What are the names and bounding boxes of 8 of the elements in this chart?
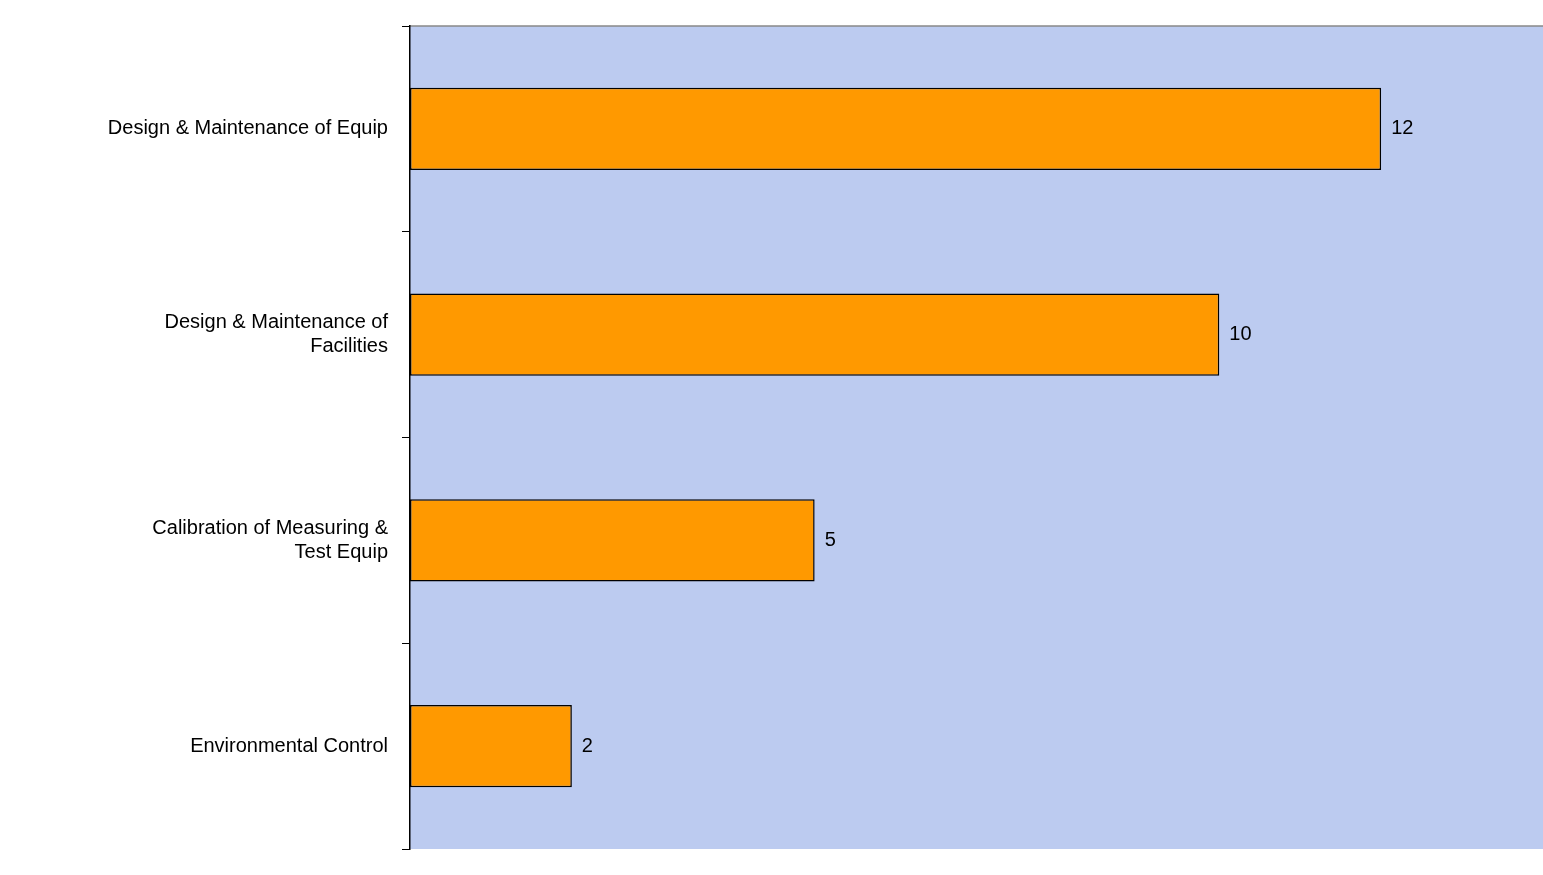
- y-tick-label: Calibration of Measuring & Test Equip: [152, 515, 389, 562]
- data-label: 10: [1229, 322, 1252, 345]
- data-label: 5: [824, 527, 836, 550]
- y-tick-label: Design & Maintenance of Facilities: [164, 310, 389, 357]
- data-label: 2: [581, 733, 593, 756]
- y-tick-label: Environmental Control: [190, 733, 388, 756]
- y-tick-label: Design & Maintenance of Equip: [107, 116, 388, 139]
- data-label: 12: [1391, 116, 1414, 139]
